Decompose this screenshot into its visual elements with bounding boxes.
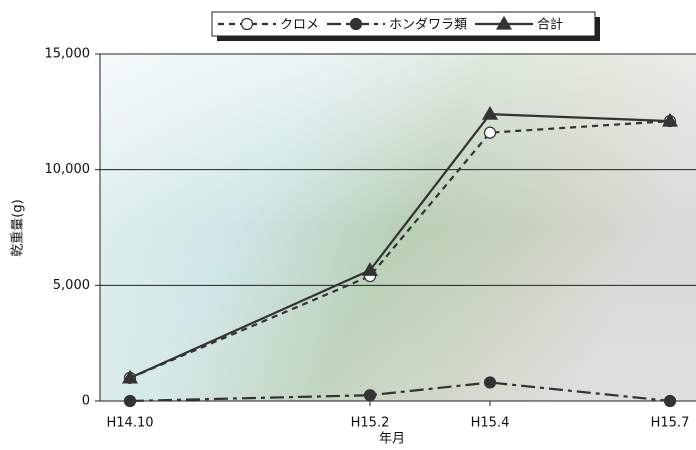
data-point xyxy=(125,396,136,407)
y-tick-label: 15,000 xyxy=(45,47,91,62)
y-tick-label: 0 xyxy=(82,394,90,409)
y-tick-label: 5,000 xyxy=(53,278,90,293)
data-point xyxy=(365,390,376,401)
y-axis-label: 乾重量(g) xyxy=(10,199,26,256)
plot-background-shade xyxy=(100,54,696,401)
x-tick-label: H15.4 xyxy=(471,416,510,431)
x-tick-label: H15.7 xyxy=(651,416,690,431)
data-point xyxy=(665,396,676,407)
x-tick-label: H14.10 xyxy=(107,416,154,431)
legend-label: クロメ xyxy=(280,18,319,33)
y-tick-label: 10,000 xyxy=(45,162,91,177)
legend-marker xyxy=(351,19,362,30)
data-point xyxy=(485,127,496,138)
x-axis-label: 年月 xyxy=(379,432,405,447)
legend-label: ホンダワラ類 xyxy=(389,18,467,33)
legend-label: 合計 xyxy=(537,17,563,33)
legend-marker xyxy=(242,19,253,30)
data-point xyxy=(485,377,496,388)
x-tick-label: H15.2 xyxy=(351,416,390,431)
chart: 乾重量(g) 年月 0 5,000 10,000 15,000 H14.10 H15.2 H… xyxy=(0,0,696,450)
